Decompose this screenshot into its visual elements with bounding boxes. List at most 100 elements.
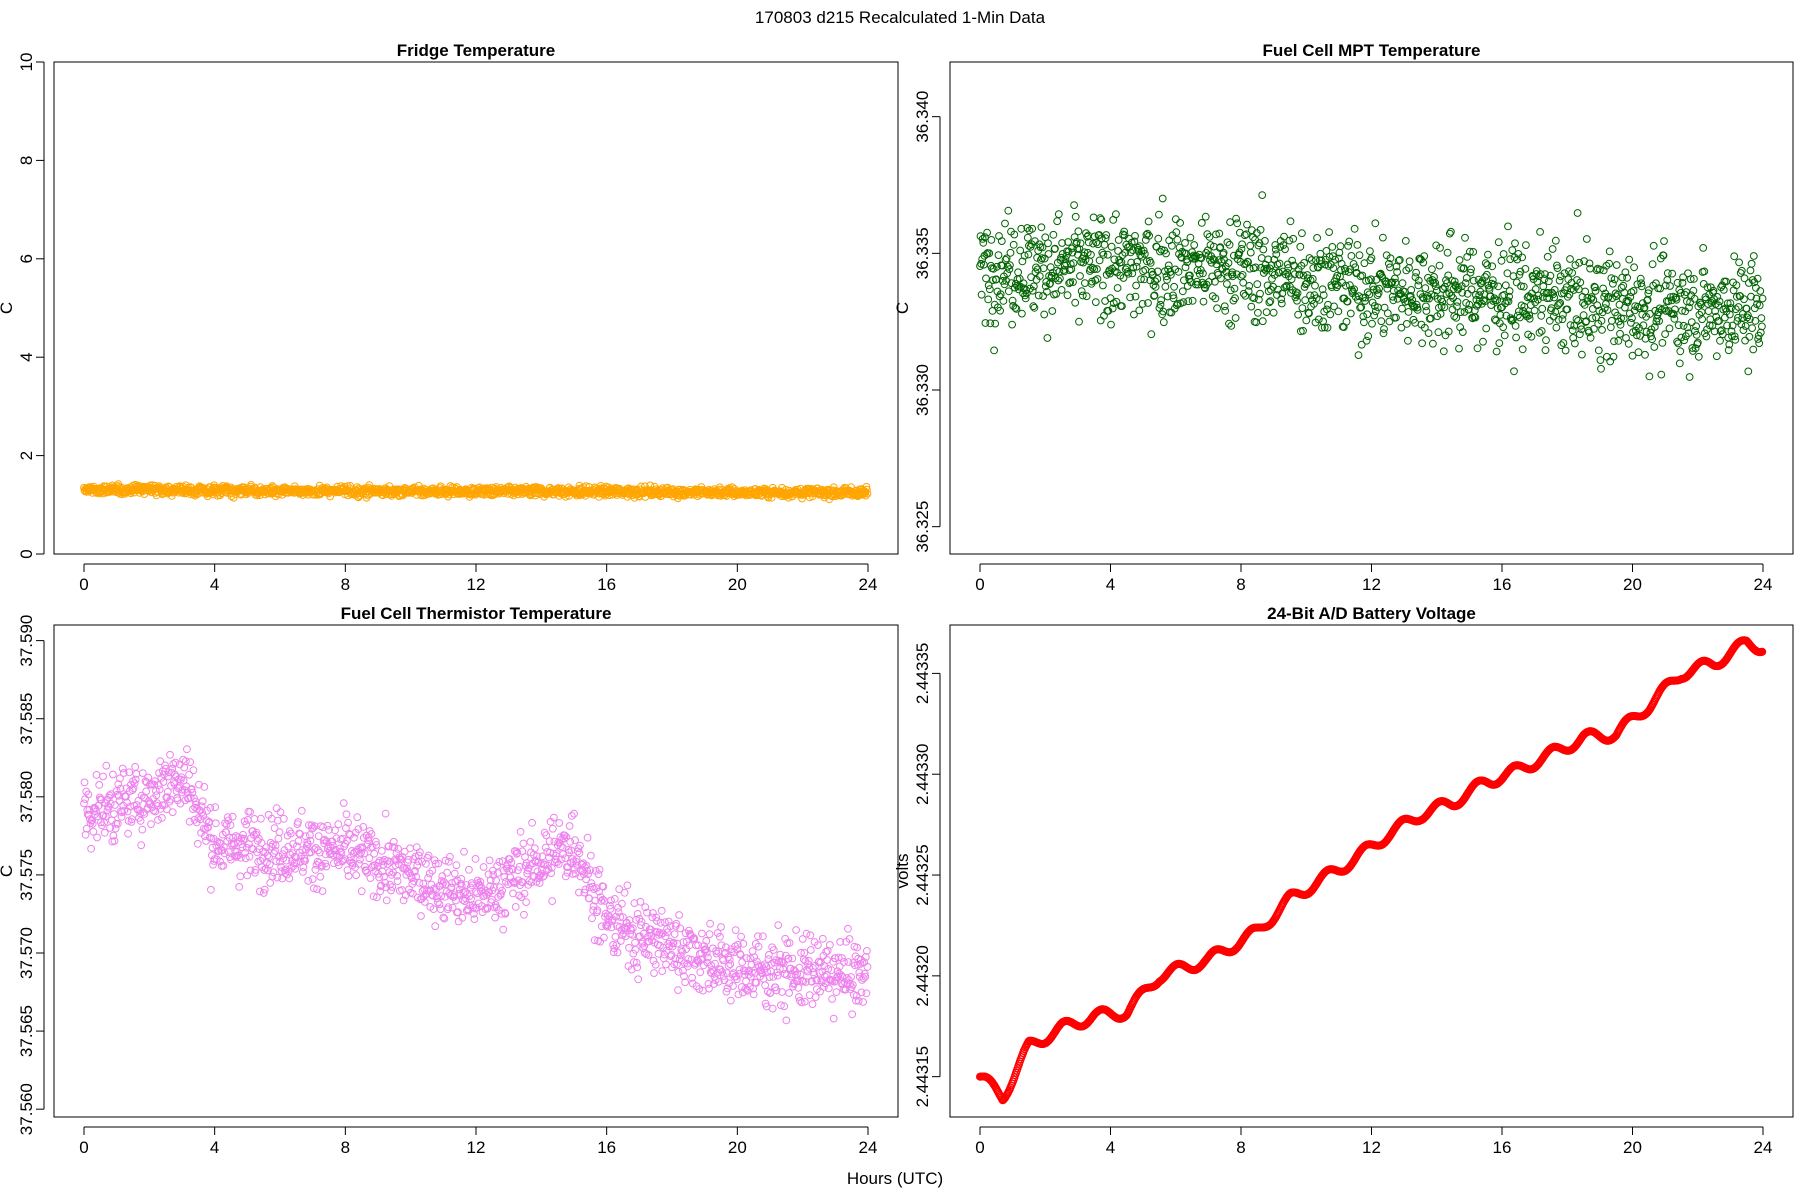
data-point [1511, 322, 1520, 330]
data-point [1481, 259, 1490, 268]
data-point [1319, 291, 1328, 300]
data-point [519, 839, 528, 848]
data-point [1629, 287, 1638, 295]
data-point [1422, 302, 1430, 311]
data-point [1586, 264, 1594, 273]
data-point [1016, 246, 1025, 255]
data-point [1412, 300, 1421, 309]
data-point [863, 489, 872, 498]
data-point [1383, 309, 1392, 318]
data-point [1255, 295, 1263, 304]
data-point [1111, 262, 1120, 271]
y-axis-label: volts [893, 854, 912, 889]
data-point [1607, 316, 1616, 325]
data-point [575, 849, 584, 858]
data-point [1302, 316, 1311, 325]
data-point [142, 787, 151, 796]
data-point [1227, 322, 1236, 330]
data-point [1081, 255, 1090, 264]
data-point [1483, 261, 1492, 269]
data-point [207, 885, 215, 894]
data-point [1737, 266, 1746, 275]
data-point [111, 801, 119, 809]
data-point [1231, 294, 1239, 303]
data-point [759, 932, 767, 941]
data-point [1495, 339, 1504, 348]
data-point [1131, 232, 1139, 240]
panel-title: Fuel Cell MPT Temperature [1263, 41, 1481, 60]
data-point [649, 956, 658, 965]
data-point [436, 905, 445, 914]
data-point [1100, 240, 1109, 249]
data-points [975, 636, 1767, 1105]
data-point [1704, 307, 1713, 316]
data-point [1298, 229, 1306, 238]
data-point [767, 493, 776, 502]
data-point [1062, 251, 1071, 260]
data-point [738, 958, 747, 966]
data-point [984, 281, 993, 290]
data-point [406, 844, 415, 853]
data-point [1322, 247, 1331, 255]
data-point [1342, 317, 1351, 326]
data-point [1229, 296, 1238, 305]
data-point [1666, 282, 1674, 290]
data-point [1102, 231, 1111, 239]
data-point [1026, 284, 1034, 293]
data-point [1186, 233, 1195, 242]
data-point [1170, 282, 1178, 291]
data-point [1429, 339, 1437, 348]
data-point [1648, 260, 1657, 269]
data-point [1578, 350, 1586, 359]
data-point [859, 998, 867, 1006]
data-point [236, 872, 245, 881]
data-point [1246, 248, 1255, 257]
data-point [1555, 276, 1564, 285]
data-point [1350, 224, 1359, 233]
data-point [1371, 219, 1380, 228]
data-point [342, 810, 351, 819]
data-point [522, 898, 530, 906]
data-point [561, 492, 570, 501]
data-point [818, 934, 827, 943]
y-tick-label: 2.44325 [913, 844, 932, 905]
data-point [1069, 259, 1078, 268]
data-point [1489, 280, 1498, 289]
data-point [1075, 317, 1083, 326]
data-point [1365, 290, 1374, 299]
data-point [1130, 237, 1139, 246]
data-point [1049, 230, 1058, 239]
data-point [1083, 232, 1091, 241]
data-point [1118, 251, 1127, 260]
x-tick-label: 12 [467, 1138, 486, 1157]
data-point [1004, 206, 1013, 215]
data-point [984, 295, 993, 304]
data-point [424, 874, 433, 882]
data-point [1279, 241, 1288, 250]
data-point [991, 319, 1000, 328]
data-point [1014, 285, 1023, 294]
data-point [1240, 231, 1249, 240]
data-point [1272, 250, 1281, 259]
x-tick-label: 4 [210, 575, 219, 594]
data-point [1179, 298, 1188, 307]
data-point [1739, 326, 1748, 335]
data-point [279, 814, 288, 823]
x-tick-label: 4 [1106, 575, 1115, 594]
y-tick-label: 36.330 [913, 364, 932, 416]
data-point [1169, 291, 1177, 300]
data-point [1344, 242, 1352, 250]
data-point [1404, 308, 1413, 316]
data-point [1351, 263, 1360, 272]
data-point [1665, 324, 1674, 333]
x-axis-label: Hours (UTC) [847, 1169, 943, 1188]
data-point [1359, 312, 1368, 321]
data-point [1119, 274, 1128, 282]
data-point [154, 816, 162, 824]
y-tick-label: 37.585 [17, 693, 36, 745]
data-point [357, 887, 366, 896]
data-point [1326, 310, 1335, 319]
data-point [1350, 285, 1358, 294]
data-point [798, 494, 806, 503]
